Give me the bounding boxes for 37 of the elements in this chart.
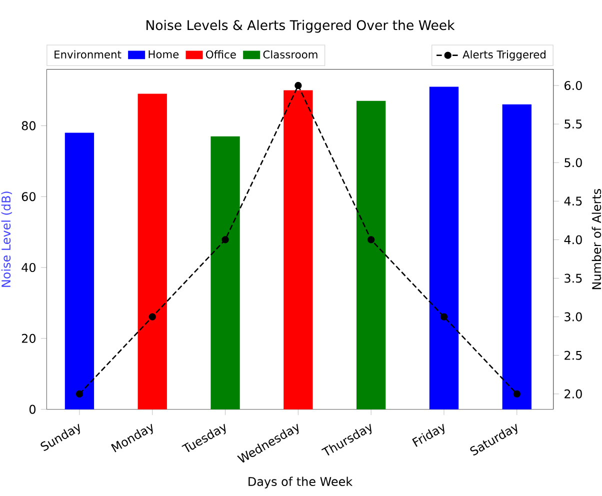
point (513, 390, 520, 398)
y-tick-label: 0 (29, 404, 36, 414)
y2-tick-label: 6.0 (564, 80, 582, 90)
y2-tick-label: 4.5 (564, 196, 582, 206)
y2-tick-label: 3.5 (564, 274, 582, 283)
point (76, 390, 84, 398)
bar (64, 132, 94, 410)
point (294, 82, 302, 90)
legend-label: Office (206, 50, 236, 58)
point (222, 236, 229, 244)
y2-axis-title: Number of Alerts (592, 189, 602, 290)
bar (502, 104, 532, 410)
bar (210, 136, 240, 410)
legend-label: Alerts Triggered (462, 50, 546, 61)
y-tick-label: 40 (22, 262, 36, 272)
y2-tick-label: 4.0 (564, 235, 582, 244)
bar (356, 100, 386, 410)
x-axis-title: Days of the Week (248, 476, 353, 488)
y-axis-title: Noise Level (dB) (1, 192, 12, 287)
bar (284, 90, 313, 410)
y2-tick-label: 2.5 (564, 350, 582, 360)
point (440, 313, 448, 320)
y2-tick-label: 5.0 (564, 158, 582, 168)
legend-title: Environment (54, 50, 122, 58)
legend-label: Home (148, 50, 179, 58)
y-tick-label: 60 (22, 192, 36, 202)
point (367, 236, 375, 244)
y2-tick-label: 2.0 (564, 389, 582, 398)
bar (429, 86, 459, 410)
chart-title: Noise Levels & Alerts Triggered Over the Week (146, 20, 455, 33)
y2-tick-label: 3.0 (564, 312, 582, 322)
y-tick-label: 20 (22, 334, 36, 343)
legend-label: Classroom (263, 50, 318, 58)
point (148, 313, 156, 320)
y-tick-label: 80 (22, 121, 36, 130)
bar (138, 94, 167, 410)
y2-tick-label: 5.5 (564, 120, 582, 129)
